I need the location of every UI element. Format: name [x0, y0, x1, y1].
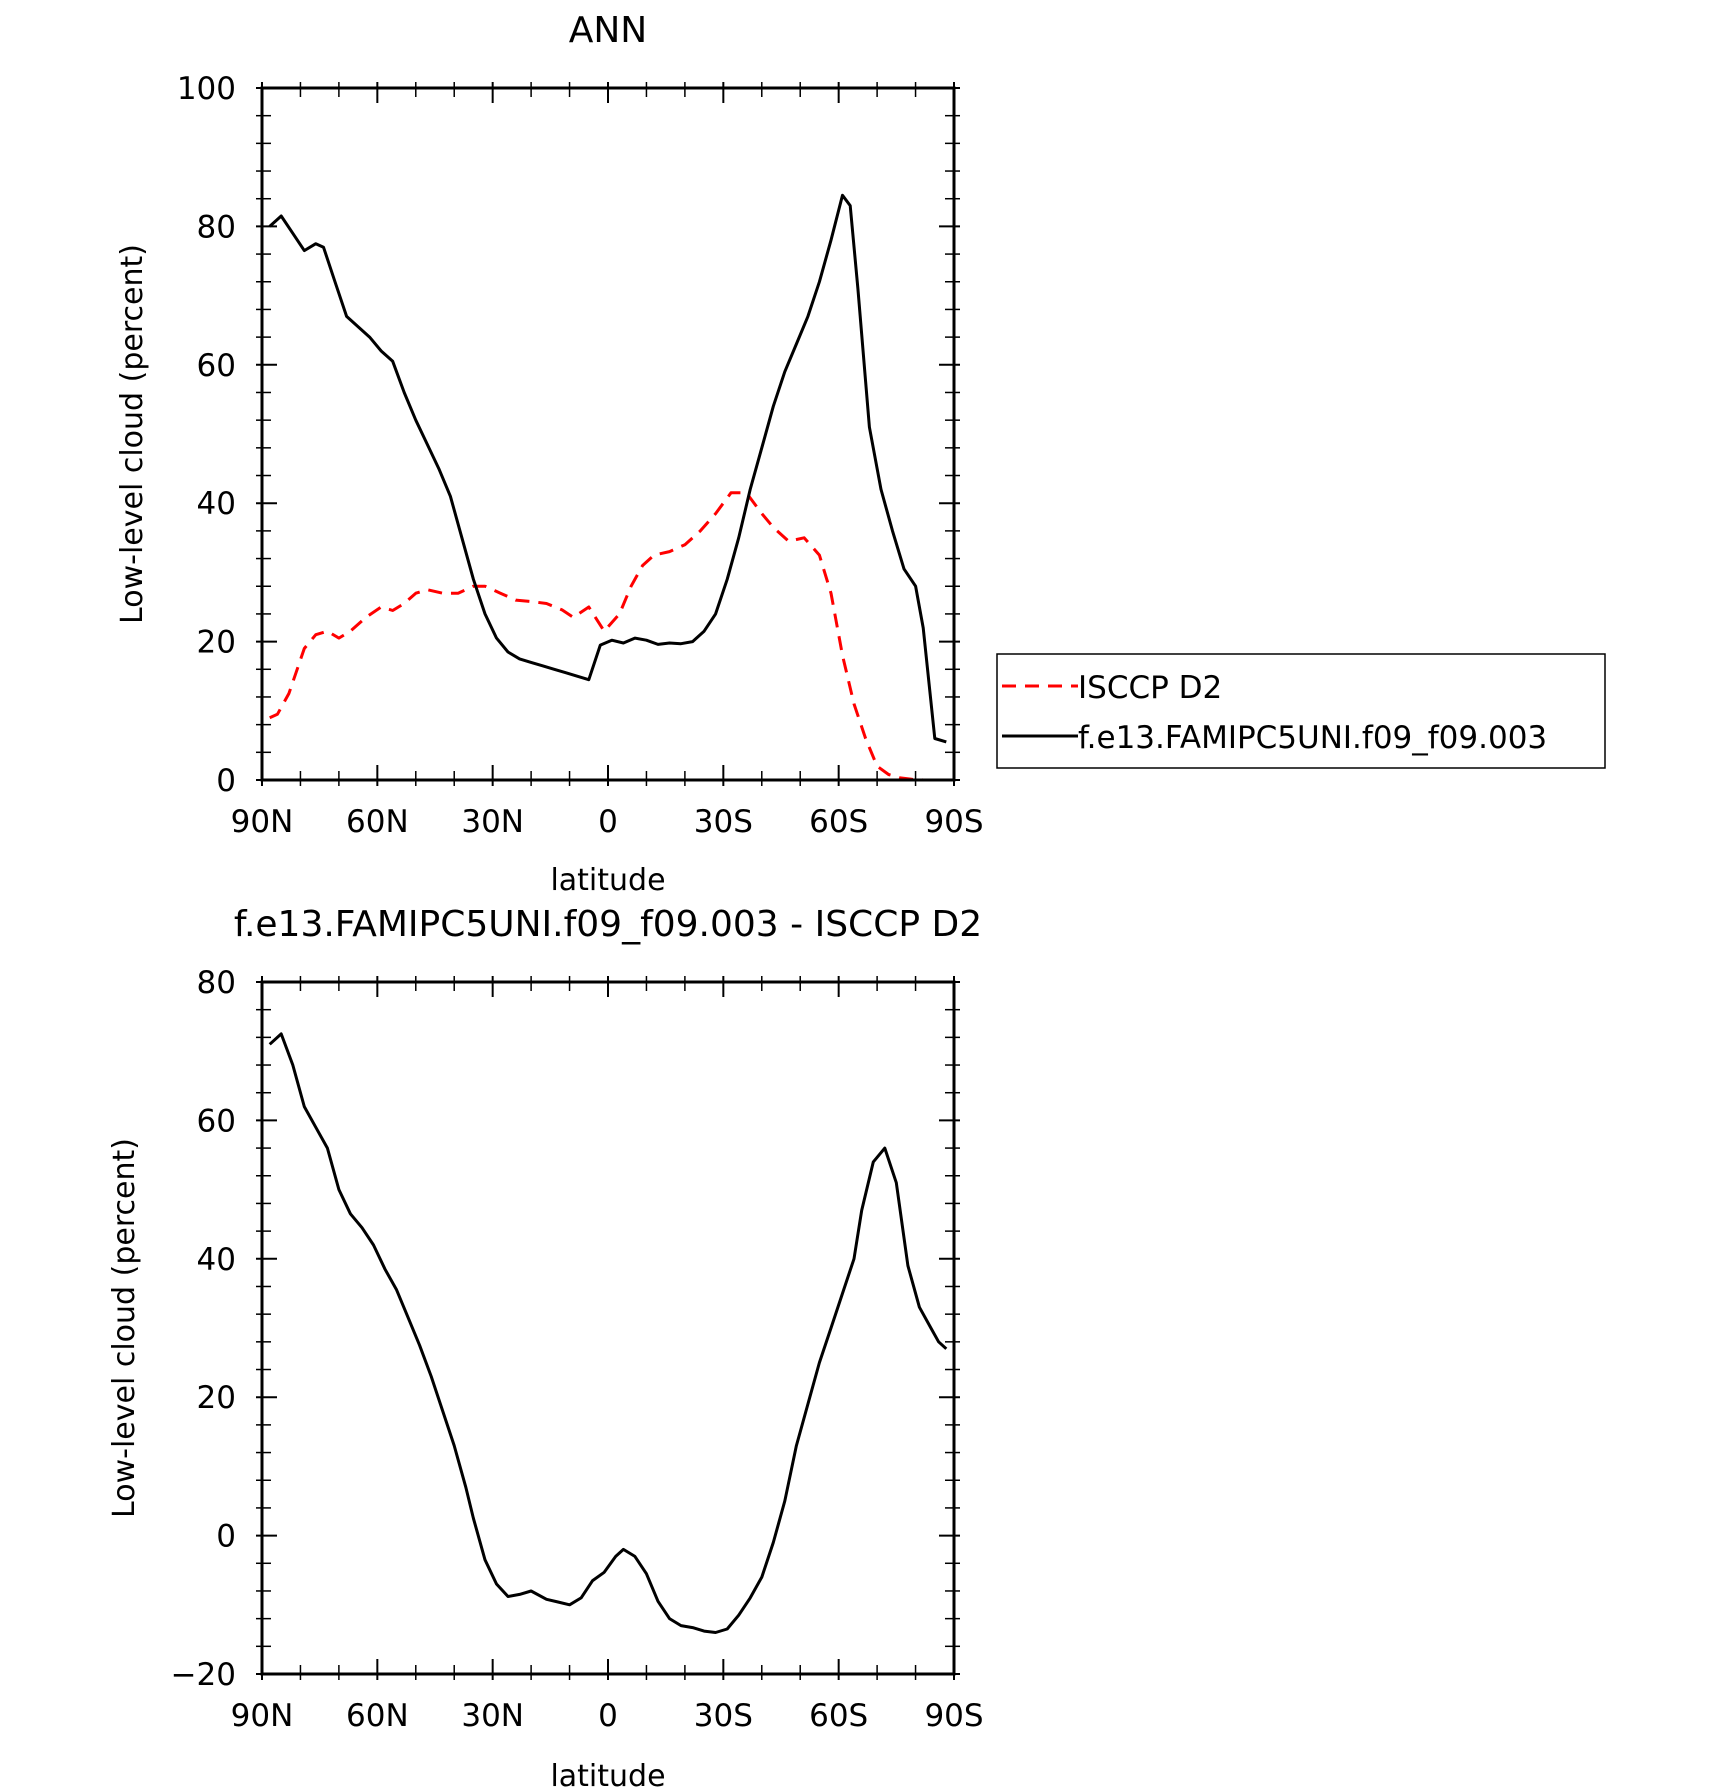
- top-y-axis-label: Low-level cloud (percent): [115, 244, 150, 624]
- bottom-y-axis-label: Low-level cloud (percent): [107, 1138, 142, 1518]
- bottom-panel: f.e13.FAMIPC5UNI.f09_f09.003 - ISCCP D2 …: [107, 904, 984, 1789]
- top-plot-frame: [260, 86, 956, 782]
- bottom-ytick-labels: −20 0 20 40 60 80: [171, 965, 236, 1693]
- bottom-xtick-label: 0: [598, 1698, 618, 1734]
- bottom-series-line-0: [268, 1032, 948, 1634]
- bottom-ticks: [256, 976, 960, 1680]
- top-ytick-label: 80: [197, 209, 236, 245]
- top-xtick-label: 90N: [231, 804, 294, 840]
- bottom-ytick-label: 40: [197, 1242, 236, 1278]
- top-ticks: [256, 82, 960, 786]
- bottom-plot-lines: [268, 1032, 948, 1634]
- bottom-xtick-label: 30S: [694, 1698, 753, 1734]
- bottom-ytick-label: 20: [197, 1380, 236, 1416]
- top-panel: ANN 0 20 40 60 80 100 90N 60N 30N 0 30S 60S 90S lat…: [115, 10, 984, 898]
- bottom-ytick-label: 0: [216, 1519, 236, 1555]
- top-xtick-label: 0: [598, 804, 618, 840]
- legend-label-isccp: ISCCP D2: [1078, 670, 1222, 706]
- bottom-xtick-label: 60S: [809, 1698, 868, 1734]
- bottom-xtick-label: 90S: [924, 1698, 983, 1734]
- top-xtick-label: 60N: [346, 804, 409, 840]
- top-ytick-label: 0: [216, 763, 236, 799]
- top-ytick-label: 100: [177, 71, 236, 107]
- top-chart-title: ANN: [569, 10, 648, 51]
- top-ytick-label: 60: [197, 348, 236, 384]
- legend: ISCCP D2 f.e13.FAMIPC5UNI.f09_f09.003: [996, 653, 1606, 769]
- top-ytick-label: 20: [197, 625, 236, 661]
- top-xtick-label: 30S: [694, 804, 753, 840]
- top-plot-lines: [268, 193, 947, 782]
- bottom-ytick-label: 60: [197, 1103, 236, 1139]
- top-x-axis-label: latitude: [550, 863, 665, 898]
- top-xtick-label: 90S: [924, 804, 983, 840]
- bottom-x-axis-label: latitude: [550, 1759, 665, 1789]
- top-series-line-0: [269, 491, 947, 782]
- bottom-xtick-label: 90N: [231, 1698, 294, 1734]
- top-xtick-label: 60S: [809, 804, 868, 840]
- top-xtick-labels: 90N 60N 30N 0 30S 60S 90S: [231, 804, 984, 840]
- top-ytick-labels: 0 20 40 60 80 100: [177, 71, 236, 799]
- top-xtick-label: 30N: [461, 804, 524, 840]
- legend-box: [996, 653, 1606, 769]
- bottom-ytick-label: 80: [197, 965, 236, 1001]
- bottom-xtick-label: 60N: [346, 1698, 409, 1734]
- bottom-ytick-label: −20: [171, 1657, 236, 1693]
- bottom-xtick-label: 30N: [461, 1698, 524, 1734]
- top-ytick-label: 40: [197, 486, 236, 522]
- bottom-chart-title: f.e13.FAMIPC5UNI.f09_f09.003 - ISCCP D2: [234, 904, 982, 945]
- top-series-line-1: [268, 193, 947, 744]
- legend-label-model: f.e13.FAMIPC5UNI.f09_f09.003: [1078, 720, 1547, 756]
- bottom-plot-frame: [260, 980, 956, 1676]
- bottom-xtick-labels: 90N 60N 30N 0 30S 60S 90S: [231, 1698, 984, 1734]
